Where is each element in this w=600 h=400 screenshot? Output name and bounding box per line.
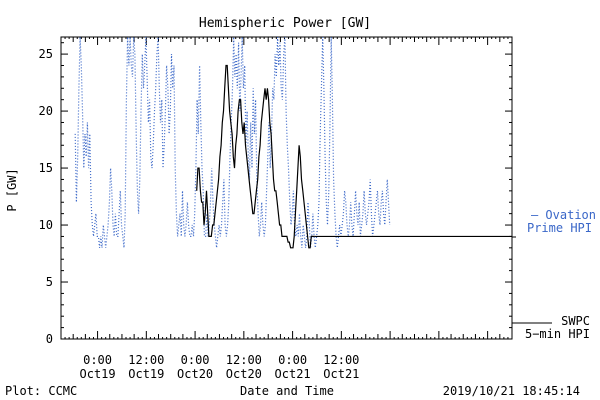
x-tick-label-date: Oct20 [226,367,262,381]
y-axis-label: P [GW] [5,168,19,211]
legend-ovation-label-2: Prime HPI [527,221,592,235]
legend-swpc-label: SWPC [561,314,590,328]
x-tick-label-date: Oct19 [128,367,164,381]
swpc-series-line [196,64,315,249]
y-tick-label: 10 [39,218,53,232]
y-tick-label: 5 [46,275,53,289]
footer-plot-credit: Plot: CCMC [5,384,77,398]
x-tick-label-time: 12:00 [226,353,262,367]
x-tick-label-time: 12:00 [323,353,359,367]
x-tick-label-date: Oct19 [80,367,116,381]
footer-timestamp: 2019/10/21 18:45:14 [443,384,580,398]
y-tick-label: 25 [39,47,53,61]
y-axis: 0 5 10 15 20 25 [39,42,512,346]
x-tick-label-time: 0:00 [181,353,210,367]
x-tick-label-time: 12:00 [128,353,164,367]
plot-frame [60,36,513,340]
legend-ovation-label: — Ovation [531,208,596,222]
x-tick-label-time: 0:00 [83,353,112,367]
chart-title: Hemispheric Power [GW] [199,16,371,31]
x-tick-label-date: Oct20 [177,367,213,381]
x-tick-label-date: Oct21 [323,367,359,381]
y-tick-label: 20 [39,104,53,118]
x-tick-label-time: 0:00 [278,353,307,367]
legend-swpc-label-2: 5−min HPI [525,327,590,341]
series-group [74,36,512,249]
x-tick-label-date: Oct21 [275,367,311,381]
y-tick-label: 0 [46,332,53,346]
y-tick-label: 15 [39,161,53,175]
x-axis-label: Date and Time [240,384,334,398]
x-axis: 0:00Oct1912:00Oct190:00Oct2012:00Oct200:… [60,37,513,381]
plot-border [60,36,513,340]
